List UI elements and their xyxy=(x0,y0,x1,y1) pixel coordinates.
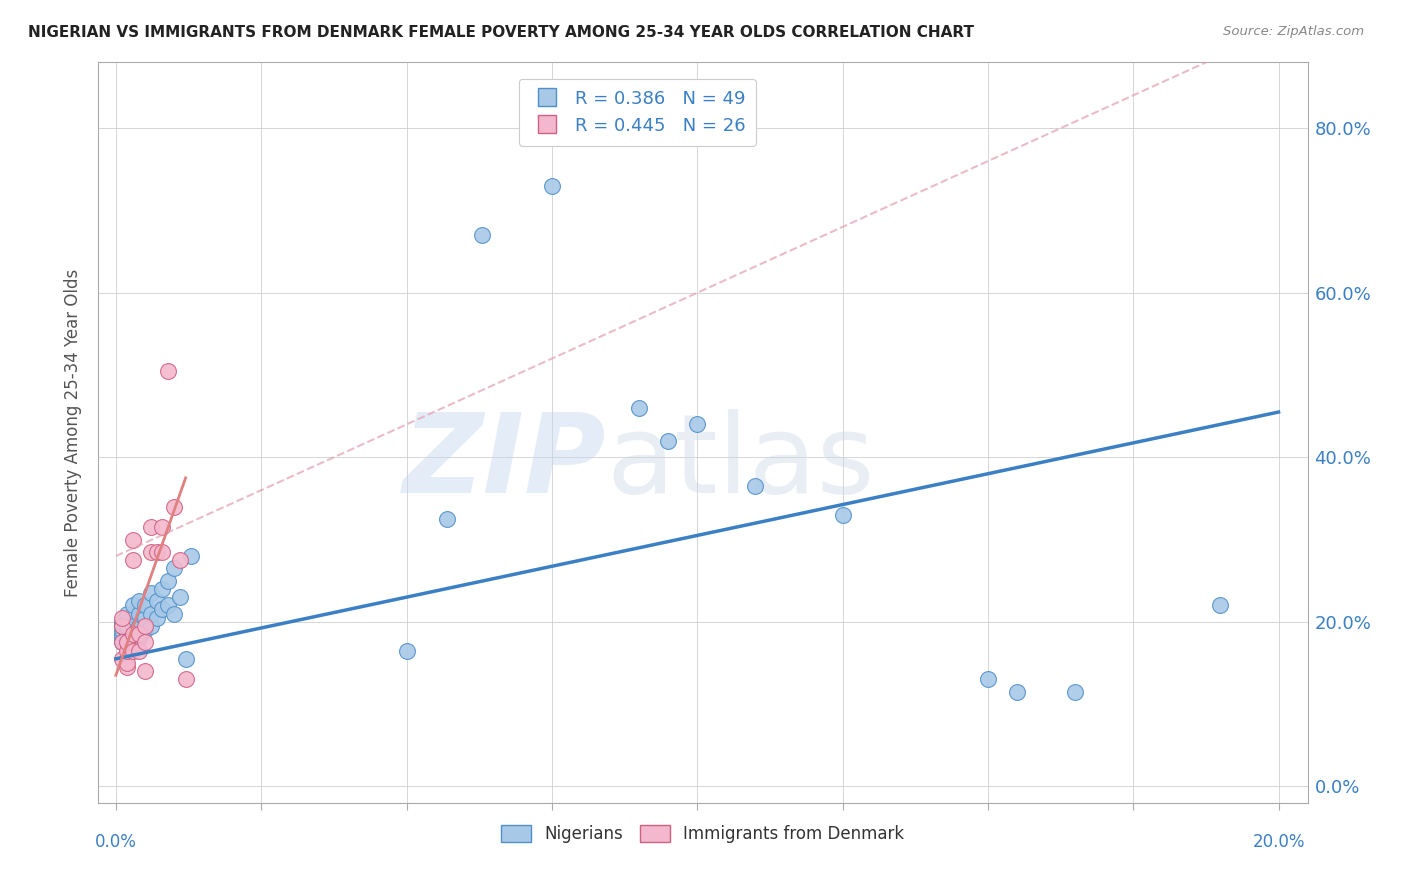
Point xyxy=(169,553,191,567)
Point xyxy=(145,545,167,559)
Point xyxy=(150,520,173,534)
Point xyxy=(117,627,139,641)
Point xyxy=(111,627,134,641)
Point xyxy=(163,500,186,514)
Point xyxy=(122,643,145,657)
Point xyxy=(139,520,162,534)
Point xyxy=(174,652,197,666)
Point xyxy=(134,664,156,678)
Point xyxy=(117,635,139,649)
Point xyxy=(128,607,150,621)
Text: atlas: atlas xyxy=(606,409,875,516)
Point xyxy=(122,632,145,646)
Point xyxy=(111,619,134,633)
Point xyxy=(174,673,197,687)
Point xyxy=(1209,599,1232,613)
Point xyxy=(111,619,134,633)
Point xyxy=(122,619,145,633)
Y-axis label: Female Poverty Among 25-34 Year Olds: Female Poverty Among 25-34 Year Olds xyxy=(65,268,83,597)
Point xyxy=(686,417,709,432)
Point xyxy=(139,619,162,633)
Point xyxy=(157,599,180,613)
Point xyxy=(180,549,202,563)
Text: 0.0%: 0.0% xyxy=(96,833,136,851)
Point xyxy=(128,627,150,641)
Point xyxy=(977,673,1000,687)
Point xyxy=(134,599,156,613)
Point xyxy=(111,615,134,629)
Text: 20.0%: 20.0% xyxy=(1253,833,1305,851)
Point xyxy=(628,401,651,415)
Point xyxy=(117,656,139,670)
Point xyxy=(128,619,150,633)
Point xyxy=(134,611,156,625)
Point xyxy=(1064,685,1087,699)
Point xyxy=(139,607,162,621)
Point xyxy=(128,643,150,657)
Point xyxy=(150,602,173,616)
Point xyxy=(145,594,167,608)
Point xyxy=(128,632,150,646)
Point xyxy=(134,619,156,633)
Point xyxy=(150,545,173,559)
Point xyxy=(111,635,134,649)
Point xyxy=(540,178,562,193)
Point xyxy=(471,228,494,243)
Text: NIGERIAN VS IMMIGRANTS FROM DENMARK FEMALE POVERTY AMONG 25-34 YEAR OLDS CORRELA: NIGERIAN VS IMMIGRANTS FROM DENMARK FEMA… xyxy=(28,25,974,40)
Point xyxy=(122,553,145,567)
Point xyxy=(122,635,145,649)
Point xyxy=(117,607,139,621)
Point xyxy=(117,632,139,646)
Point xyxy=(122,599,145,613)
Point xyxy=(1005,685,1028,699)
Point xyxy=(117,635,139,649)
Point xyxy=(111,632,134,646)
Point xyxy=(111,652,134,666)
Legend: Nigerians, Immigrants from Denmark: Nigerians, Immigrants from Denmark xyxy=(495,819,911,850)
Point xyxy=(122,627,145,641)
Point xyxy=(139,586,162,600)
Point xyxy=(134,635,156,649)
Text: Source: ZipAtlas.com: Source: ZipAtlas.com xyxy=(1223,25,1364,38)
Point xyxy=(157,574,180,588)
Point xyxy=(117,643,139,657)
Point xyxy=(157,364,180,378)
Point xyxy=(122,533,145,547)
Point xyxy=(436,512,458,526)
Point xyxy=(111,623,134,637)
Point xyxy=(169,590,191,604)
Point xyxy=(139,545,162,559)
Text: ZIP: ZIP xyxy=(402,409,606,516)
Point xyxy=(657,434,679,448)
Point xyxy=(744,479,766,493)
Point xyxy=(831,508,853,522)
Point xyxy=(117,619,139,633)
Point xyxy=(145,611,167,625)
Point xyxy=(128,594,150,608)
Point xyxy=(134,623,156,637)
Point xyxy=(395,643,418,657)
Point xyxy=(150,582,173,596)
Point xyxy=(111,611,134,625)
Point xyxy=(163,607,186,621)
Point xyxy=(111,635,134,649)
Point xyxy=(163,561,186,575)
Point xyxy=(117,660,139,674)
